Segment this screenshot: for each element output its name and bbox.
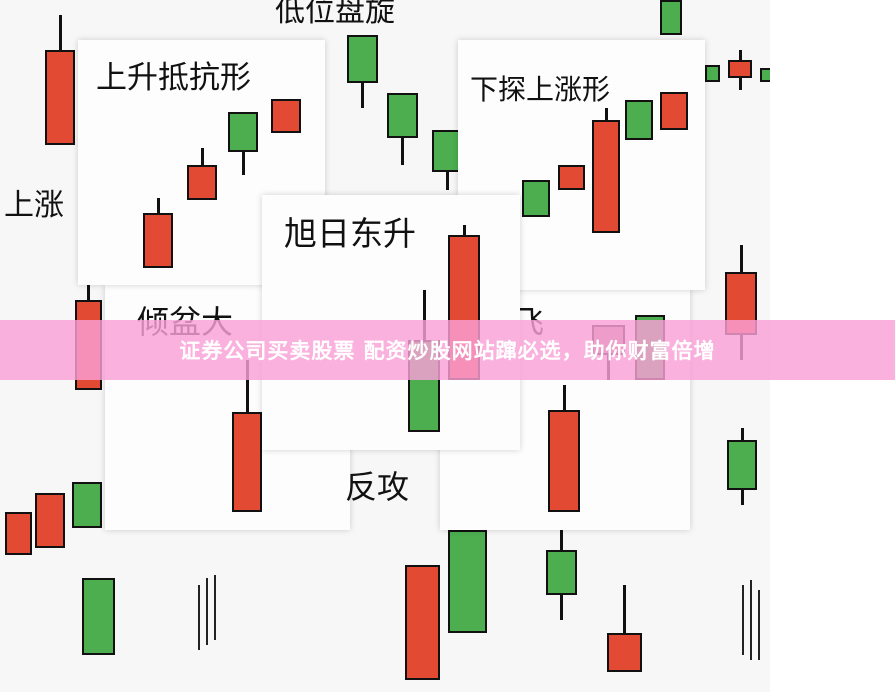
green-candle bbox=[448, 530, 487, 633]
red-candle bbox=[5, 512, 32, 555]
red-candle bbox=[143, 213, 173, 268]
thin-line bbox=[758, 590, 760, 660]
green-candle bbox=[228, 112, 258, 152]
thin-line bbox=[214, 575, 216, 640]
green-candle bbox=[705, 65, 720, 82]
red-candle bbox=[187, 165, 217, 200]
red-candle bbox=[271, 99, 301, 133]
card-title: 旭日东升 bbox=[284, 214, 416, 253]
green-candle bbox=[625, 100, 653, 140]
thin-line bbox=[750, 580, 752, 660]
red-candle bbox=[35, 493, 65, 548]
red-candle bbox=[728, 60, 752, 78]
green-candle bbox=[660, 0, 682, 35]
red-candle bbox=[232, 412, 262, 512]
green-candle bbox=[72, 482, 102, 528]
card-title: 上升抵抗形 bbox=[96, 60, 251, 96]
red-candle bbox=[607, 633, 642, 672]
candle-wick bbox=[623, 585, 626, 672]
thin-line bbox=[206, 578, 208, 645]
red-candle bbox=[548, 410, 580, 512]
card-title: 下探上涨形 bbox=[470, 73, 611, 106]
green-candle bbox=[760, 68, 770, 82]
red-candle bbox=[660, 92, 688, 130]
red-candle bbox=[592, 120, 620, 233]
green-candle bbox=[82, 578, 115, 655]
red-candle bbox=[558, 165, 585, 190]
thin-line bbox=[742, 585, 744, 655]
label-counter-attack: 反攻 bbox=[345, 468, 410, 506]
green-candle bbox=[432, 130, 462, 172]
green-candle bbox=[387, 93, 418, 138]
promo-banner[interactable]: 证券公司买卖股票 配资炒股网站蹿必选，助你财富倍增 bbox=[0, 320, 895, 380]
red-candle bbox=[405, 565, 440, 680]
red-candle bbox=[45, 50, 75, 145]
green-candle bbox=[727, 440, 757, 490]
green-candle bbox=[347, 35, 378, 83]
thin-line bbox=[198, 585, 200, 650]
label-low-hover: 低位盘旋 bbox=[275, 0, 395, 29]
green-candle bbox=[546, 550, 577, 595]
banner-text: 证券公司买卖股票 配资炒股网站蹿必选，助你财富倍增 bbox=[179, 339, 716, 363]
green-candle bbox=[522, 180, 550, 217]
label-rising: 上涨 bbox=[4, 188, 64, 223]
